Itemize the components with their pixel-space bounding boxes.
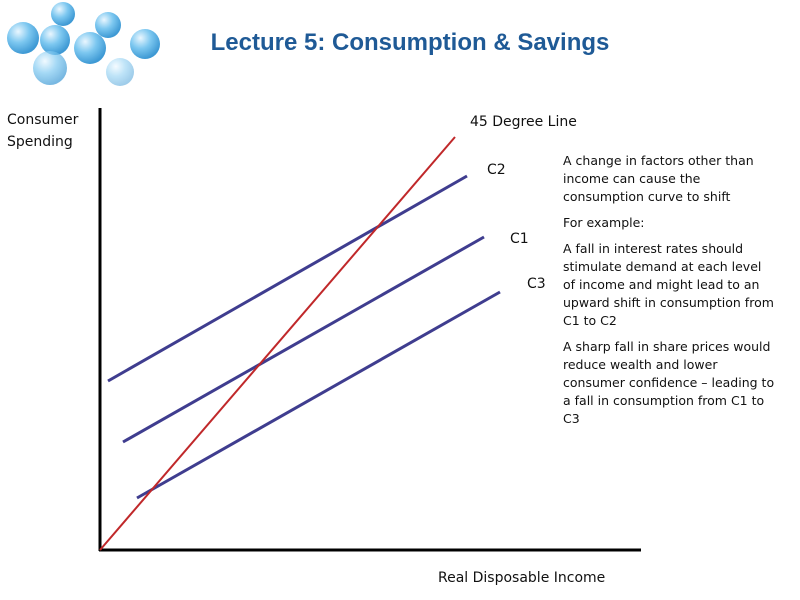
x-axis-label: Real Disposable Income [438, 570, 605, 586]
y-axis-label: Spending [7, 134, 73, 150]
line-label: C3 [527, 276, 546, 292]
note-paragraph: A fall in interest rates should stimulat… [563, 241, 774, 328]
c2-line [107, 174, 468, 383]
line-label: 45 Degree Line [470, 114, 577, 130]
y-axis-label: Consumer [7, 112, 79, 128]
note-paragraph: For example: [563, 215, 645, 230]
c1-line [122, 235, 485, 444]
logo-bubbles [7, 2, 160, 86]
slide-title: Lecture 5: Consumption & Savings [211, 29, 610, 56]
45-degree-line [99, 136, 456, 551]
note-paragraph: A sharp fall in share prices would reduc… [563, 339, 775, 426]
c3-line [136, 290, 501, 500]
notes: A change in factors other than income ca… [563, 152, 775, 436]
note-paragraph: A change in factors other than income ca… [563, 153, 754, 204]
line-label: C2 [487, 162, 506, 178]
line-label: C1 [510, 231, 529, 247]
